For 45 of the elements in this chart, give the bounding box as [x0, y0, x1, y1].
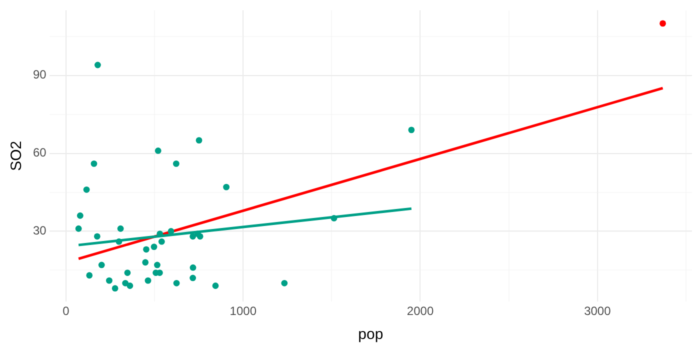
point [196, 233, 204, 240]
point [122, 280, 129, 286]
point [150, 244, 158, 250]
point [154, 148, 162, 154]
point [90, 160, 98, 167]
x-tick-label: 1000 [230, 304, 257, 318]
point [116, 238, 122, 245]
point [154, 262, 160, 268]
point [94, 62, 101, 68]
y-tick-label: 60 [32, 146, 47, 160]
point [190, 274, 196, 282]
y-axis-title: SO2 [8, 140, 26, 171]
point [173, 280, 180, 286]
point [281, 280, 288, 286]
point [190, 264, 196, 271]
point [126, 282, 134, 289]
point [408, 126, 415, 134]
x-tick-label: 2000 [406, 304, 434, 318]
point [223, 184, 230, 190]
y-tick-label: 30 [32, 224, 47, 238]
point [75, 225, 82, 232]
point [660, 20, 666, 27]
point [172, 160, 180, 167]
point [143, 246, 150, 253]
y-tick-label: 90 [32, 68, 47, 82]
point [158, 238, 165, 245]
point [196, 137, 202, 144]
point [83, 186, 90, 193]
point [76, 212, 84, 219]
point [112, 285, 118, 292]
point [124, 270, 131, 276]
point [168, 228, 174, 234]
point [144, 277, 152, 284]
point [106, 277, 112, 284]
x-tick-label: 3000 [584, 304, 612, 318]
point [94, 233, 100, 240]
point [86, 272, 93, 279]
x-axis-title: pop [358, 326, 384, 344]
point [117, 225, 124, 232]
point [190, 233, 196, 240]
point [142, 259, 149, 266]
point [212, 282, 219, 289]
point [98, 262, 105, 268]
point [330, 215, 338, 222]
x-tick-label: 0 [62, 304, 70, 318]
